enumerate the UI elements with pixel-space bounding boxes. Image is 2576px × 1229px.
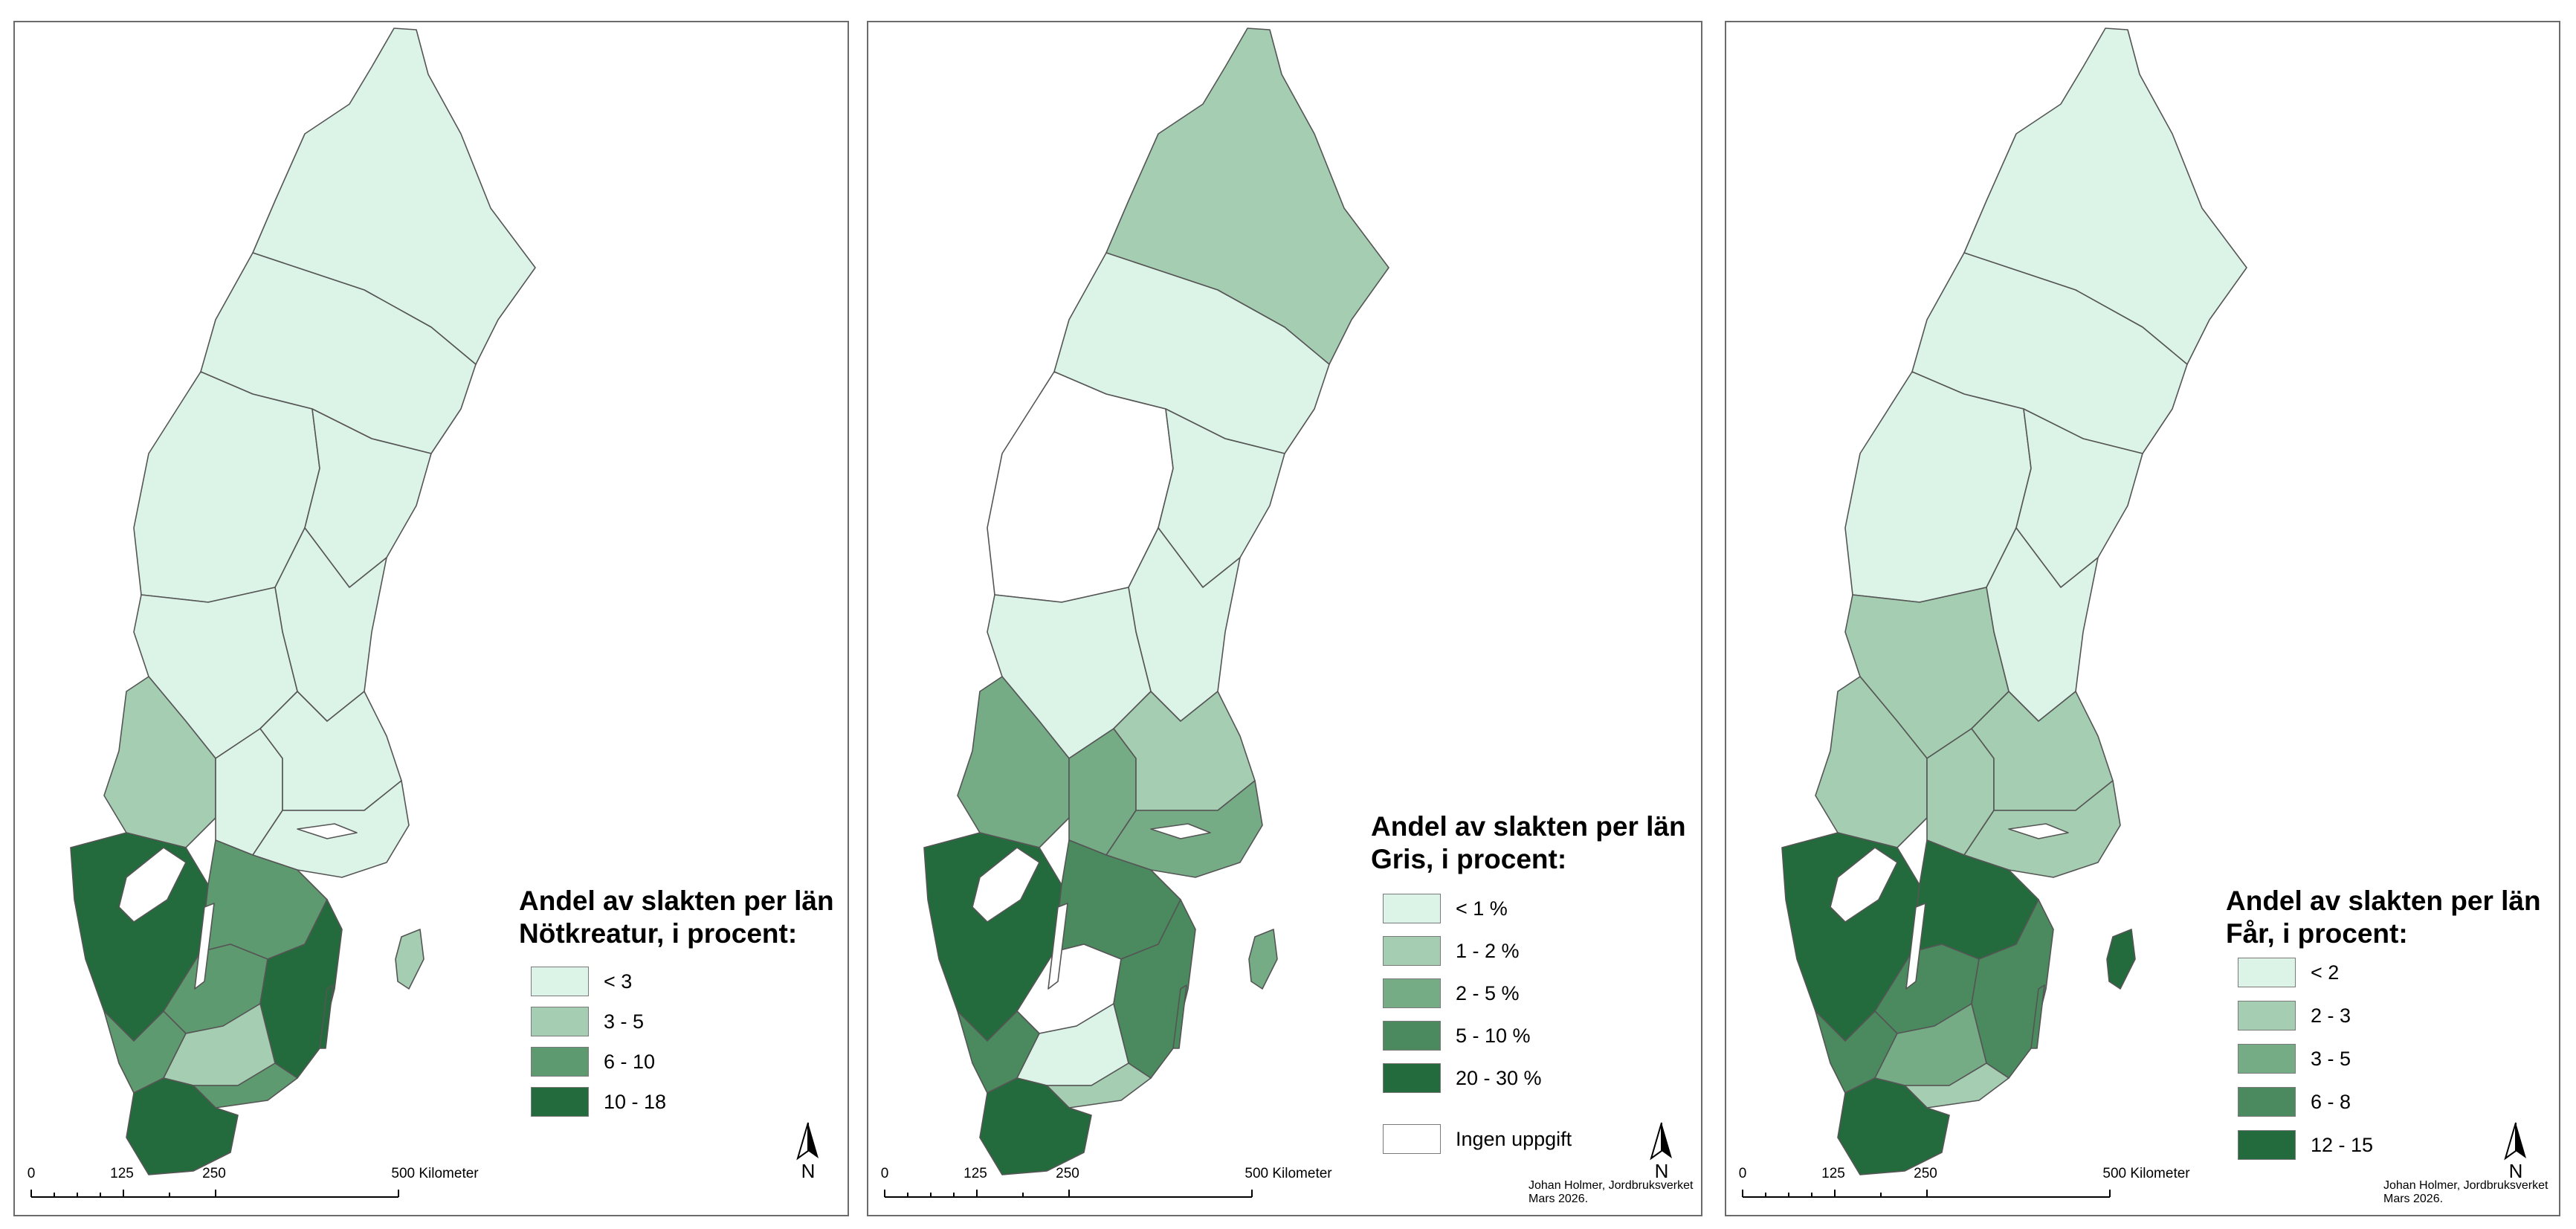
legend-swatch	[2238, 1130, 2296, 1160]
legend-label: < 3	[604, 970, 633, 993]
scale-bar: 0 125 250 500 Kilometer	[1738, 1166, 2190, 1210]
legend: Andel av slakten per län Gris, i procent…	[1371, 810, 1698, 1154]
legend-swatch	[2238, 958, 2296, 987]
scale-label: 500 Kilometer	[1245, 1166, 1332, 1181]
legend-swatch	[1383, 936, 1441, 966]
legend-swatch	[531, 967, 589, 996]
legend: Andel av slakten per län Får, i procent:…	[2226, 885, 2553, 1160]
legend-label: 20 - 30 %	[1456, 1067, 1542, 1089]
scale-label: 250	[202, 1166, 226, 1181]
lake-vattern	[1047, 903, 1068, 990]
scale-label: 500 Kilometer	[391, 1166, 479, 1181]
credit-date: Mars 2026.	[1529, 1193, 1589, 1205]
scale-label: 125	[110, 1166, 134, 1181]
north-label: N	[2508, 1160, 2523, 1182]
map-panel-sheep: Andel av slakten per län Får, i procent:…	[1725, 21, 2560, 1216]
legend-swatch	[531, 1087, 589, 1117]
scale-label: 500 Kilometer	[2102, 1166, 2190, 1181]
legend: Andel av slakten per län Nötkreatur, i p…	[519, 885, 834, 1117]
island-oland	[319, 984, 334, 1049]
lake-vattern	[1905, 903, 1926, 990]
legend-swatch	[1383, 1124, 1441, 1154]
sweden-county-map	[70, 28, 536, 1175]
legend-swatch	[1383, 1021, 1441, 1051]
island-oland	[2030, 984, 2045, 1049]
scale-label: 250	[1056, 1166, 1079, 1181]
legend-swatch	[1383, 894, 1441, 923]
sweden-county-map	[1781, 28, 2247, 1175]
island-oland	[1172, 984, 1187, 1049]
legend-label: 6 - 8	[2311, 1091, 2351, 1113]
scale-ruler	[1742, 1190, 2111, 1198]
legend-swatch	[531, 1007, 589, 1036]
legend-label: < 2	[2311, 961, 2340, 984]
scale-label: 0	[1738, 1166, 1747, 1181]
legend-title: Andel av slakten per län	[519, 886, 834, 916]
county-gotland	[1248, 929, 1278, 990]
county-skane	[1837, 1077, 1950, 1175]
lake-malaren	[297, 823, 358, 839]
credit-author: Johan Holmer, Jordbruksverket	[1529, 1179, 1694, 1192]
legend-title: Andel av slakten per län	[1371, 811, 1686, 842]
county-gotland	[395, 929, 425, 990]
scale-bar: 0 125 250 500 Kilometer	[880, 1166, 1332, 1210]
north-arrow: N	[1645, 1121, 1678, 1182]
legend-swatch	[1383, 1063, 1441, 1093]
scale-label: 125	[963, 1166, 987, 1181]
lake-malaren	[2008, 823, 2069, 839]
north-arrow: N	[792, 1121, 824, 1182]
legend-label: 2 - 5 %	[1456, 982, 1520, 1004]
sweden-county-map	[923, 28, 1389, 1175]
scale-label: 0	[880, 1166, 889, 1181]
north-arrow-icon	[1650, 1122, 1672, 1161]
legend-label: < 1 %	[1456, 897, 1508, 920]
legend-label: 6 - 10	[604, 1051, 656, 1073]
legend-label: 5 - 10 %	[1456, 1025, 1531, 1047]
map-panel-cattle: Andel av slakten per län Nötkreatur, i p…	[13, 21, 849, 1216]
legend-swatch	[2238, 1044, 2296, 1074]
lake-vanern	[118, 847, 187, 923]
credit-date: Mars 2026.	[2383, 1193, 2444, 1205]
legend-subtitle: Får, i procent:	[2226, 918, 2408, 949]
scale-ruler	[884, 1190, 1253, 1198]
county-gotland	[2106, 929, 2136, 990]
lake-vanern	[972, 847, 1040, 923]
lake-vanern	[1830, 847, 1898, 923]
scale-bar: 0 125 250 500 Kilometer	[27, 1166, 479, 1210]
scale-ruler	[30, 1190, 399, 1198]
legend-subtitle: Gris, i procent:	[1371, 844, 1567, 874]
legend-subtitle: Nötkreatur, i procent:	[519, 918, 798, 949]
north-arrow: N	[2499, 1121, 2532, 1182]
north-arrow-icon	[2504, 1122, 2526, 1161]
county-varmland	[1815, 676, 1928, 848]
county-skane	[126, 1077, 239, 1175]
legend-label: 10 - 18	[604, 1091, 667, 1113]
legend-title: Andel av slakten per län	[2226, 886, 2541, 916]
county-varmland	[957, 676, 1070, 848]
scale-label: 250	[1914, 1166, 1937, 1181]
lake-malaren	[1150, 823, 1211, 839]
legend-swatch	[2238, 1001, 2296, 1030]
legend-label: 3 - 5	[604, 1010, 645, 1033]
map-credit: Johan Holmer, Jordbruksverket Mars 2026.	[1529, 1179, 1693, 1206]
scale-label: 125	[1821, 1166, 1845, 1181]
north-label: N	[801, 1160, 816, 1182]
legend-label: 3 - 5	[2311, 1048, 2351, 1070]
legend-swatch	[2238, 1087, 2296, 1117]
credit-author: Johan Holmer, Jordbruksverket	[2383, 1179, 2548, 1192]
lake-vattern	[194, 903, 215, 990]
map-credit: Johan Holmer, Jordbruksverket Mars 2026.	[2383, 1179, 2548, 1206]
north-arrow-icon	[796, 1122, 819, 1161]
legend-label: 1 - 2 %	[1456, 940, 1520, 962]
legend-label: 2 - 3	[2311, 1004, 2351, 1027]
legend-swatch	[531, 1047, 589, 1077]
legend-swatch	[1383, 978, 1441, 1008]
north-label: N	[1654, 1160, 1669, 1182]
county-skane	[979, 1077, 1092, 1175]
scale-label: 0	[27, 1166, 36, 1181]
legend-label: 12 - 15	[2311, 1134, 2374, 1156]
county-varmland	[103, 676, 216, 848]
map-panel-pig: Andel av slakten per län Gris, i procent…	[867, 21, 1702, 1216]
legend-label: Ingen uppgift	[1456, 1128, 1572, 1150]
